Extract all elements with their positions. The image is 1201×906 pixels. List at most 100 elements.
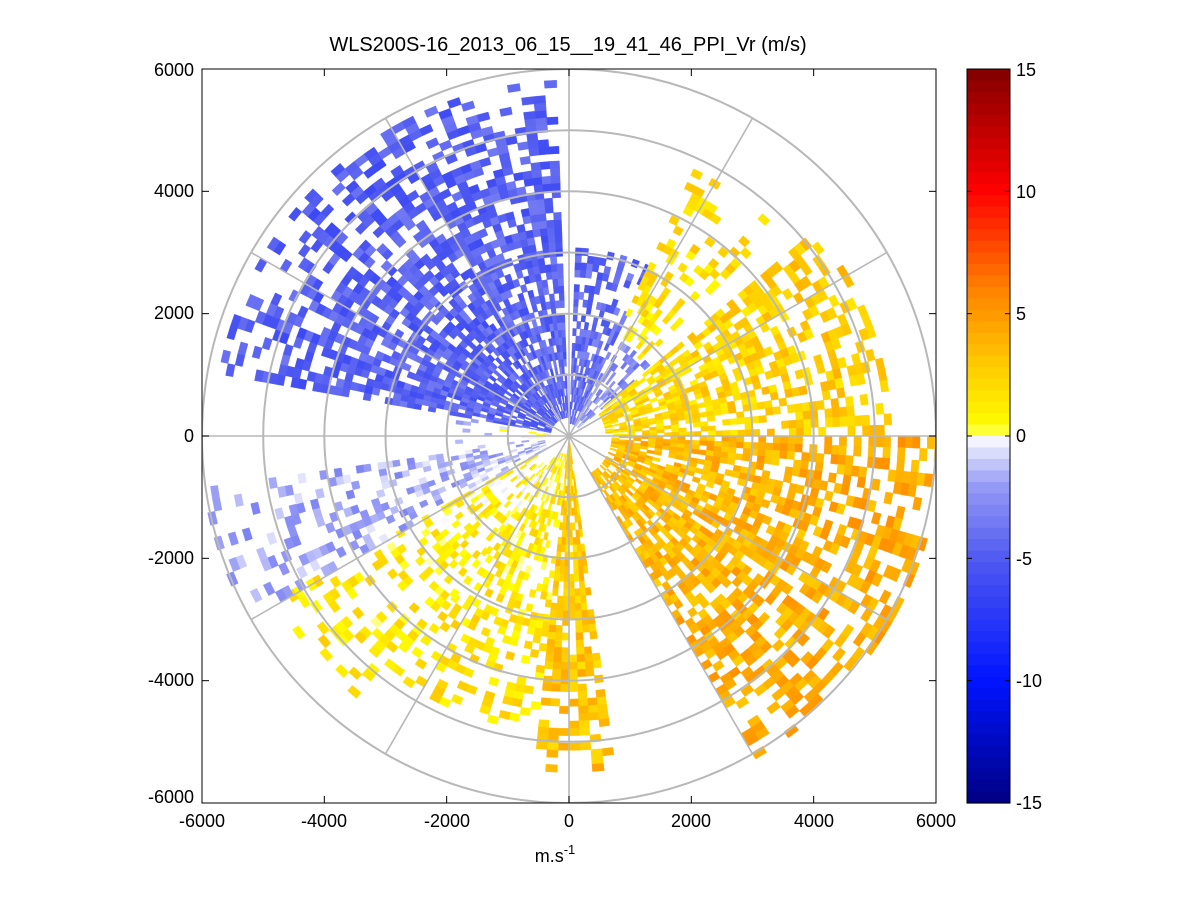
- x-axis-label-exponent: -1: [564, 842, 576, 857]
- velocity-cell: [387, 568, 399, 580]
- velocity-cell: [519, 155, 531, 166]
- velocity-cell: [464, 449, 473, 455]
- velocity-cell: [383, 658, 397, 671]
- velocity-cell: [578, 573, 585, 582]
- velocity-cell: [464, 643, 476, 655]
- velocity-cell: [591, 763, 605, 772]
- velocity-cell: [574, 610, 582, 619]
- velocity-cell: [477, 444, 486, 450]
- velocity-cell: [424, 596, 436, 608]
- velocity-cell: [488, 323, 498, 333]
- velocity-cell: [462, 428, 471, 433]
- velocity-cell: [460, 633, 472, 645]
- colorbar-swatch: [967, 470, 1010, 483]
- velocity-cell: [496, 577, 506, 588]
- velocity-cell: [506, 492, 515, 501]
- x-axis-label: m.s-1: [535, 842, 576, 866]
- velocity-cell: [583, 646, 593, 655]
- velocity-cell: [517, 141, 529, 151]
- colorbar-swatch: [967, 504, 1010, 517]
- velocity-cell: [546, 227, 556, 236]
- velocity-cell: [450, 455, 460, 462]
- velocity-cell: [738, 235, 751, 248]
- velocity-cell: [530, 442, 539, 446]
- velocity-cell: [551, 587, 559, 597]
- velocity-cell: [584, 407, 590, 415]
- velocity-cell: [335, 664, 349, 678]
- velocity-cell: [580, 602, 588, 611]
- velocity-cell: [584, 653, 593, 663]
- velocity-cell: [298, 553, 310, 567]
- velocity-cell: [419, 634, 432, 647]
- velocity-cell: [573, 566, 579, 575]
- velocity-cell: [871, 478, 881, 491]
- velocity-cell: [882, 435, 891, 448]
- velocity-cell: [708, 257, 720, 270]
- velocity-cell: [543, 79, 558, 89]
- velocity-cell: [499, 106, 513, 117]
- velocity-cell: [480, 125, 494, 137]
- velocity-cell: [610, 419, 619, 425]
- velocity-cell: [578, 727, 591, 736]
- velocity-cell: [722, 430, 731, 437]
- velocity-cell: [546, 749, 559, 758]
- velocity-cell: [574, 514, 579, 523]
- velocity-cell: [598, 257, 607, 267]
- velocity-cell: [543, 433, 552, 435]
- velocity-cell: [525, 229, 535, 239]
- velocity-cell: [814, 461, 824, 472]
- velocity-cell: [576, 668, 587, 678]
- colorbar-swatch: [967, 367, 1010, 380]
- velocity-cell: [528, 519, 535, 529]
- velocity-cell: [756, 401, 766, 410]
- velocity-cell: [675, 297, 686, 308]
- velocity-cell: [568, 610, 576, 619]
- velocity-cell: [565, 395, 569, 404]
- velocity-cell: [283, 537, 295, 550]
- velocity-cell: [578, 705, 589, 714]
- velocity-cell: [549, 456, 555, 464]
- colorbar-swatch: [967, 768, 1010, 781]
- velocity-cell: [766, 700, 781, 715]
- velocity-cell: [784, 704, 800, 719]
- velocity-cell: [844, 455, 854, 467]
- velocity-cell: [228, 557, 241, 572]
- colorbar-swatch: [967, 527, 1010, 540]
- velocity-cell: [568, 603, 576, 612]
- colorbar-swatch: [967, 390, 1010, 403]
- velocity-cell: [322, 591, 335, 605]
- velocity-cell: [663, 425, 672, 430]
- velocity-cell: [556, 314, 562, 324]
- colorbar-swatch: [967, 309, 1010, 322]
- velocity-cell: [288, 289, 301, 303]
- velocity-cell: [344, 211, 358, 225]
- colorbar-swatch: [967, 665, 1010, 678]
- colorbar-swatch: [967, 80, 1010, 93]
- velocity-cell: [778, 397, 788, 407]
- y-tick-label: -2000: [148, 548, 194, 568]
- velocity-cell: [608, 380, 616, 389]
- colorbar-swatch: [967, 780, 1010, 793]
- colorbar-tick-label: 15: [1016, 60, 1036, 80]
- colorbar-tick-label: 10: [1016, 182, 1036, 202]
- velocity-cell: [561, 529, 566, 538]
- velocity-cell: [528, 527, 536, 537]
- colorbar-swatch: [967, 608, 1010, 621]
- velocity-cell: [390, 164, 404, 178]
- colorbar-swatch: [967, 160, 1010, 173]
- velocity-cell: [537, 257, 546, 267]
- colorbar-swatch: [967, 344, 1010, 357]
- velocity-cell: [677, 262, 688, 273]
- velocity-cell: [625, 272, 635, 282]
- velocity-cell: [554, 226, 563, 235]
- velocity-cell: [787, 435, 796, 445]
- velocity-cell: [551, 182, 561, 191]
- colorbar-swatch: [967, 653, 1010, 666]
- velocity-cell: [771, 638, 785, 652]
- colorbar-swatch: [967, 355, 1010, 368]
- velocity-cell: [488, 676, 500, 687]
- velocity-cell: [515, 491, 524, 499]
- velocity-cell: [576, 646, 585, 656]
- velocity-cell: [421, 527, 431, 538]
- velocity-cell: [846, 405, 855, 417]
